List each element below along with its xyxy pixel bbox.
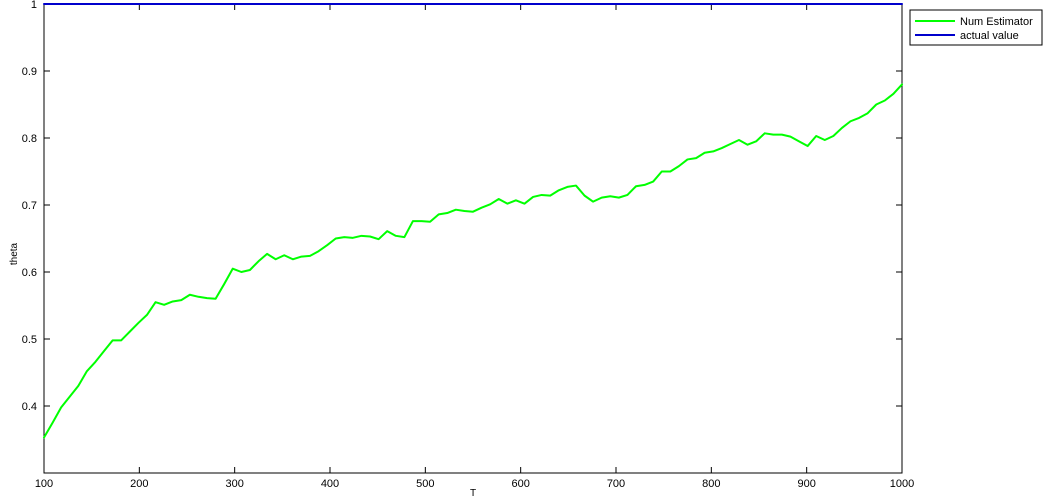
y-axis-label: theta bbox=[9, 242, 20, 265]
y-tick-label: 0.5 bbox=[22, 334, 37, 346]
x-tick-label: 300 bbox=[225, 478, 243, 490]
legend-label: actual value bbox=[960, 30, 1019, 42]
legend: Num Estimator actual value bbox=[909, 9, 1043, 46]
x-tick-label: 600 bbox=[511, 478, 529, 490]
series-line-num-estimator bbox=[43, 83, 903, 439]
x-tick-label: 800 bbox=[702, 478, 720, 490]
y-tick-label: 0.4 bbox=[22, 401, 37, 413]
x-tick-label: 700 bbox=[607, 478, 625, 490]
y-tick-label: 0.7 bbox=[22, 200, 37, 212]
y-tick-label: 0.9 bbox=[22, 66, 37, 78]
x-tick-label: 500 bbox=[416, 478, 434, 490]
x-tick-label: 100 bbox=[35, 478, 53, 490]
legend-box bbox=[909, 9, 1043, 46]
plot-area bbox=[43, 3, 903, 474]
legend-label: Num Estimator bbox=[960, 16, 1033, 28]
x-tick-label: 400 bbox=[321, 478, 339, 490]
x-tick-label: 1000 bbox=[890, 478, 914, 490]
series-layer bbox=[43, 3, 903, 439]
y-tick-label: 0.6 bbox=[22, 267, 37, 279]
x-tick-label: 900 bbox=[797, 478, 815, 490]
x-axis-label: T bbox=[470, 488, 476, 499]
x-tick-label: 200 bbox=[130, 478, 148, 490]
y-tick-label: 1 bbox=[31, 0, 37, 11]
y-tick-label: 0.8 bbox=[22, 133, 37, 145]
axis-ticks: 100 200 300 400 500 600 700 800 900 1000 0.4 0.5 0.6… bbox=[22, 0, 915, 490]
